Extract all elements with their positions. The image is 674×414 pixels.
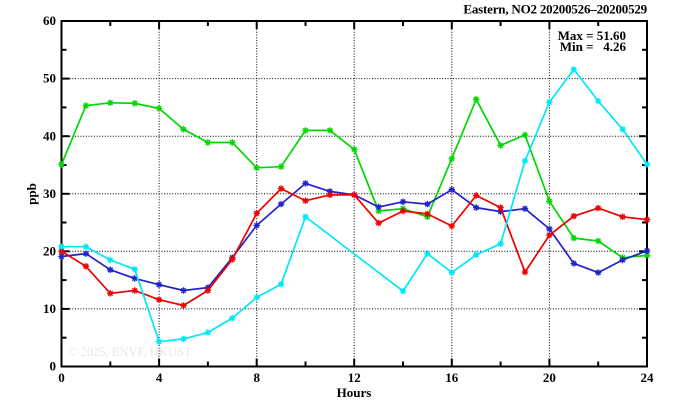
svg-text:60: 60 — [43, 13, 56, 28]
svg-text:16: 16 — [445, 370, 459, 385]
svg-text:ppb: ppb — [24, 183, 39, 205]
svg-text:50: 50 — [43, 71, 56, 86]
svg-text:Min = 4.26: Min = 4.26 — [560, 39, 627, 54]
svg-text:20: 20 — [43, 243, 56, 258]
svg-text:40: 40 — [43, 128, 56, 143]
svg-text:24: 24 — [641, 370, 655, 385]
svg-text:Eastern, NO2 20200526–20200529: Eastern, NO2 20200526–20200529 — [463, 2, 647, 17]
svg-text:8: 8 — [253, 370, 260, 385]
svg-text:0: 0 — [50, 359, 57, 374]
svg-text:Max = 51.60: Max = 51.60 — [558, 28, 626, 43]
svg-text:© 2025, ENVF, HKUST: © 2025, ENVF, HKUST — [68, 345, 192, 359]
svg-text:12: 12 — [348, 370, 361, 385]
svg-text:4: 4 — [156, 370, 163, 385]
svg-text:Hours: Hours — [337, 385, 372, 400]
svg-text:30: 30 — [43, 186, 56, 201]
svg-text:20: 20 — [543, 370, 556, 385]
svg-text:0: 0 — [58, 370, 65, 385]
svg-text:10: 10 — [43, 301, 56, 316]
